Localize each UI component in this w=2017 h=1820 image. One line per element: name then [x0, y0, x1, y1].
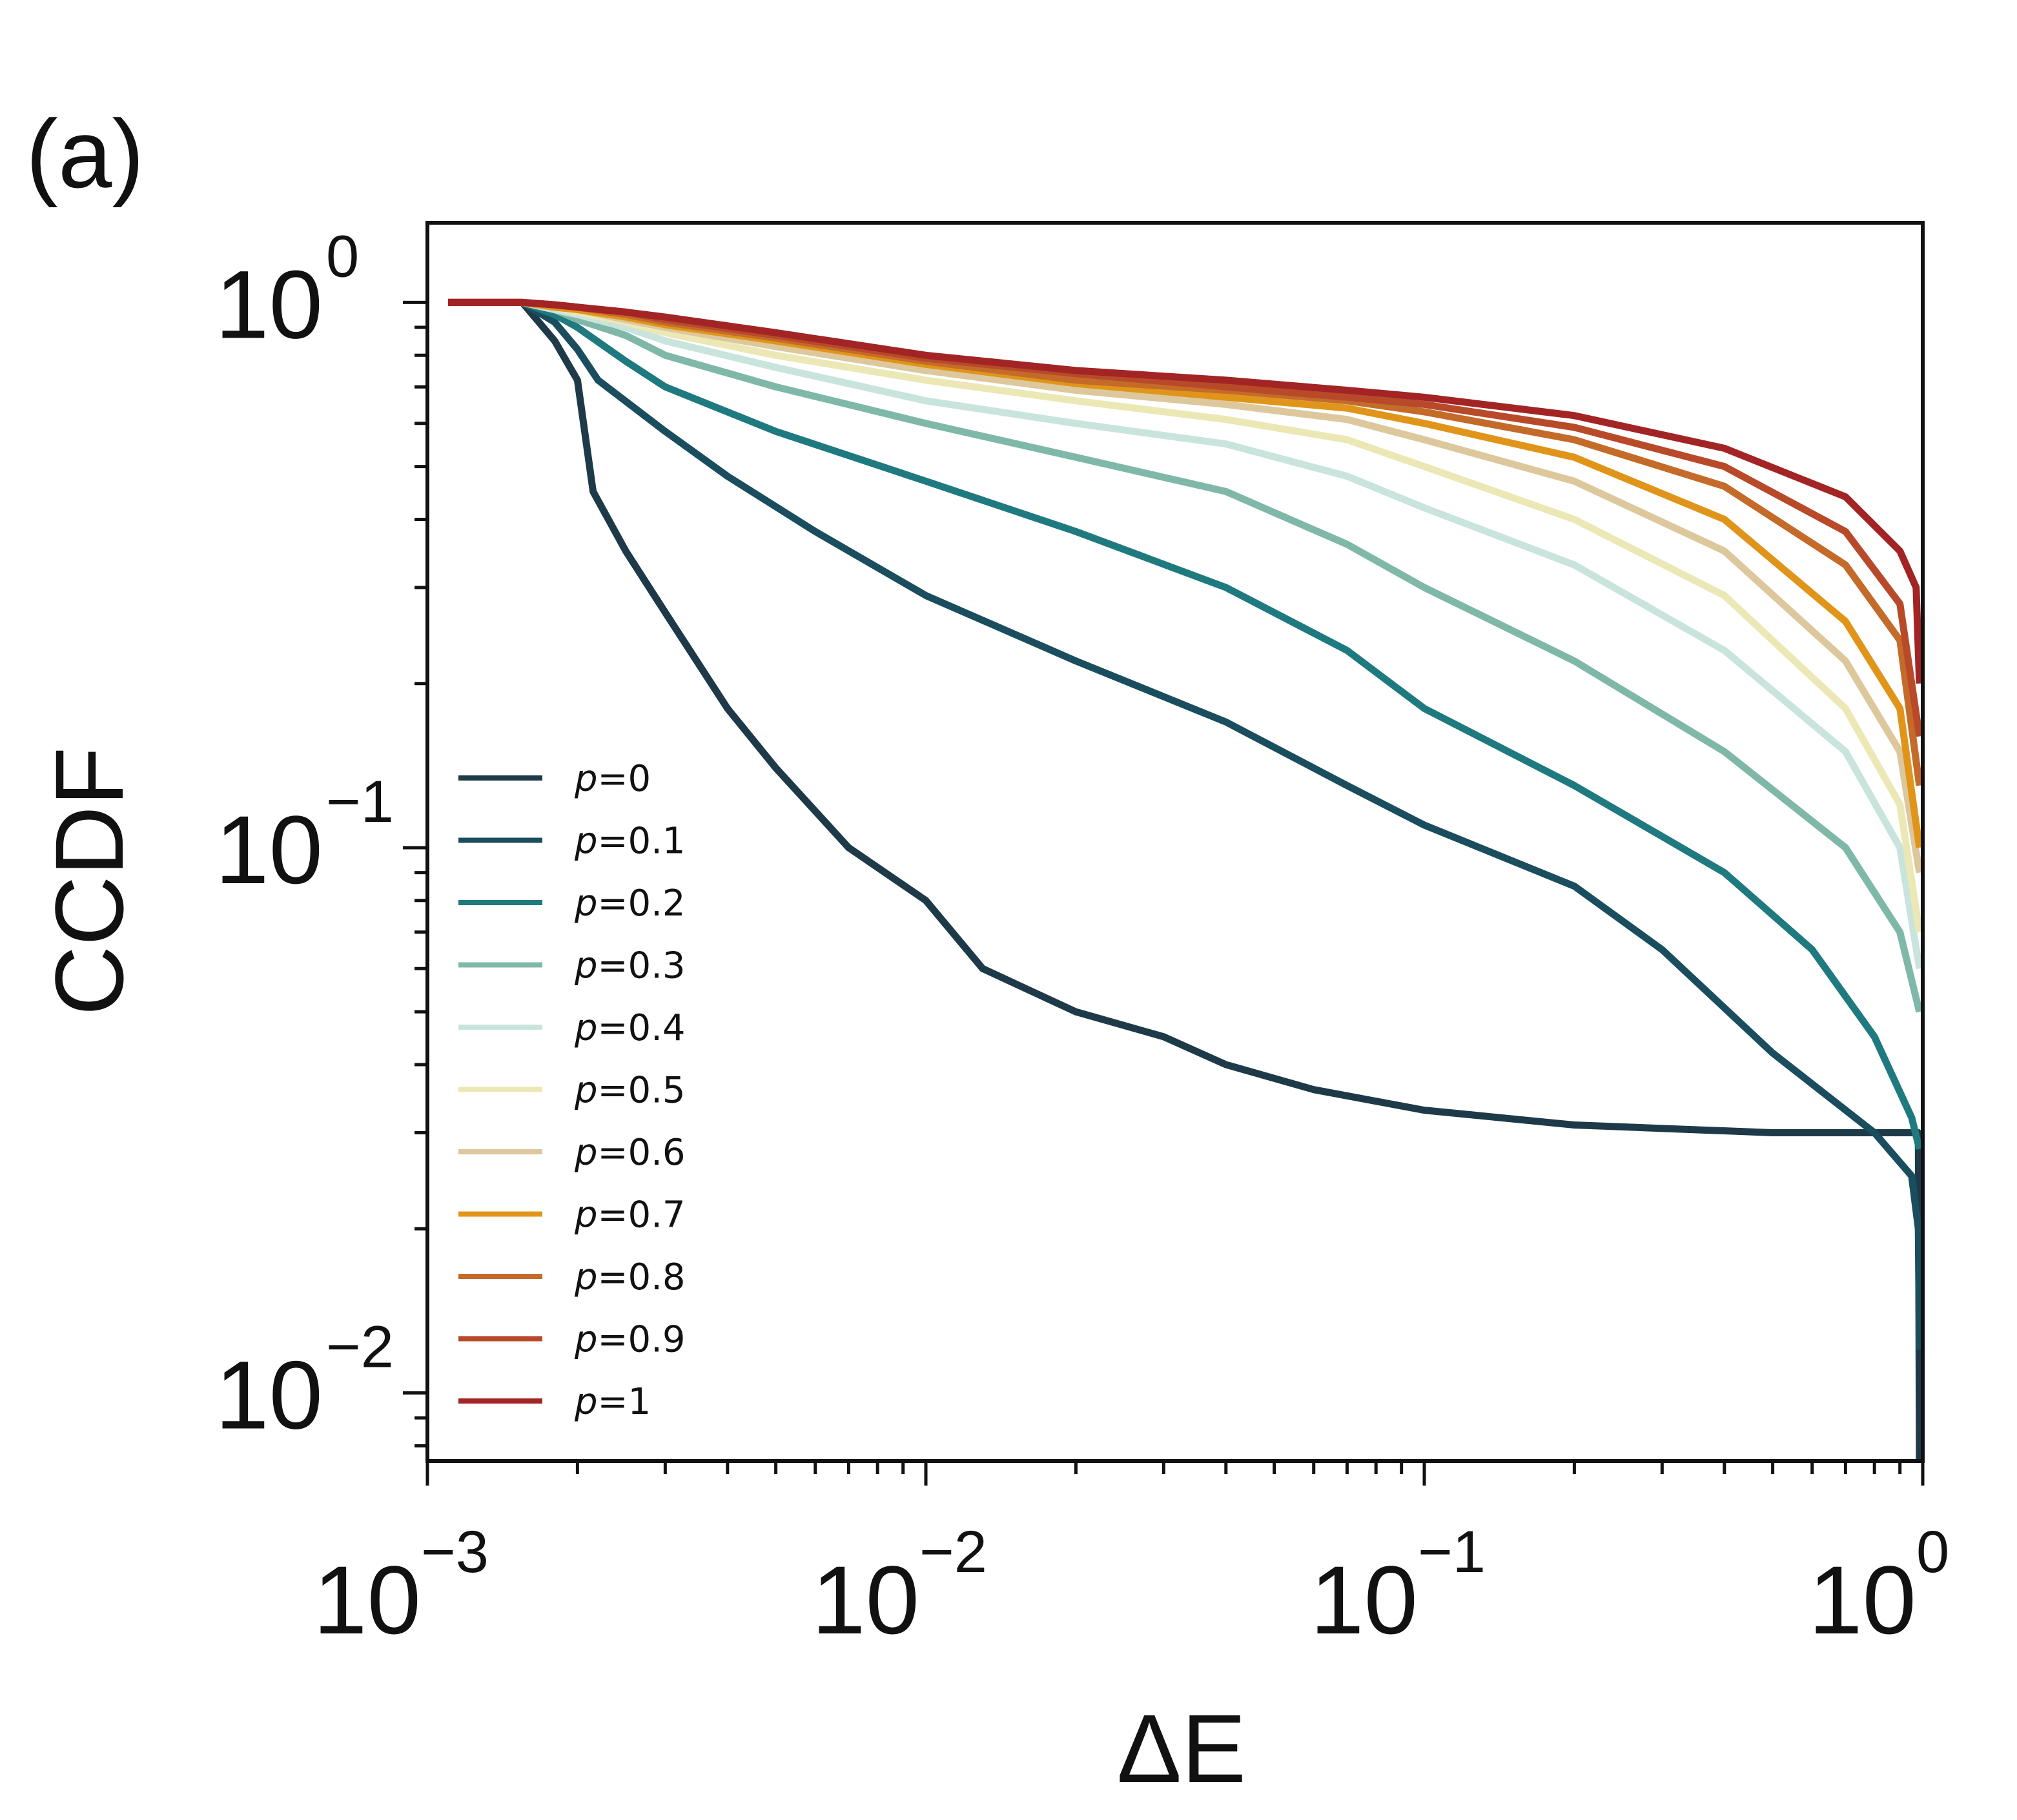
- y-tick-exponent: −2: [326, 1314, 394, 1380]
- series-line-p-1: [448, 298, 1923, 684]
- series-line-p-0: [448, 298, 1923, 1462]
- x-tick-label: 10: [1808, 1546, 1916, 1654]
- legend-label: p=0.9: [574, 1319, 686, 1361]
- legend: p=0 p=0.1 p=0.2 p=0.3 p=0.4 p=0.5 p=0.6 p=0.7 p=…: [458, 758, 686, 1423]
- legend-label: p=0.7: [574, 1194, 686, 1236]
- panel-label: (a): [26, 99, 144, 208]
- y-axis-label: CCDF: [35, 747, 143, 1016]
- x-tick-exponent: −2: [919, 1519, 987, 1585]
- legend-label: p=0.4: [574, 1007, 686, 1049]
- legend-label: p=1: [574, 1381, 651, 1423]
- legend-label: p=0.8: [574, 1256, 686, 1298]
- plot-frame: [425, 221, 1925, 1463]
- x-tick-exponent: 0: [1916, 1519, 1949, 1585]
- legend-label: p=0: [574, 758, 651, 800]
- legend-label: p=0.5: [574, 1070, 686, 1112]
- x-axis: 10 −3 10 −2 10 −1 10 0: [313, 1461, 1949, 1654]
- legend-label: p=0.3: [574, 945, 686, 987]
- series-line-p-0-2: [448, 298, 1923, 1150]
- x-tick-exponent: −3: [421, 1519, 489, 1585]
- x-tick-label: 10: [313, 1546, 421, 1654]
- x-axis-label: ΔE: [1117, 1694, 1246, 1803]
- series-group: [448, 298, 1923, 1462]
- x-tick-exponent: −1: [1418, 1519, 1486, 1585]
- y-tick-label: 10: [215, 250, 323, 358]
- legend-label: p=0.6: [574, 1132, 686, 1174]
- y-tick-label: 10: [215, 1340, 323, 1449]
- series-line-p-0-9: [448, 298, 1923, 737]
- legend-label: p=0.1: [574, 821, 686, 863]
- y-tick-label: 10: [215, 795, 323, 904]
- x-tick-label: 10: [812, 1546, 919, 1654]
- legend-label: p=0.2: [574, 883, 686, 925]
- x-tick-label: 10: [1310, 1546, 1418, 1654]
- y-tick-exponent: −1: [326, 769, 394, 835]
- series-line-p-0-1: [448, 298, 1923, 1350]
- y-tick-exponent: 0: [326, 223, 359, 289]
